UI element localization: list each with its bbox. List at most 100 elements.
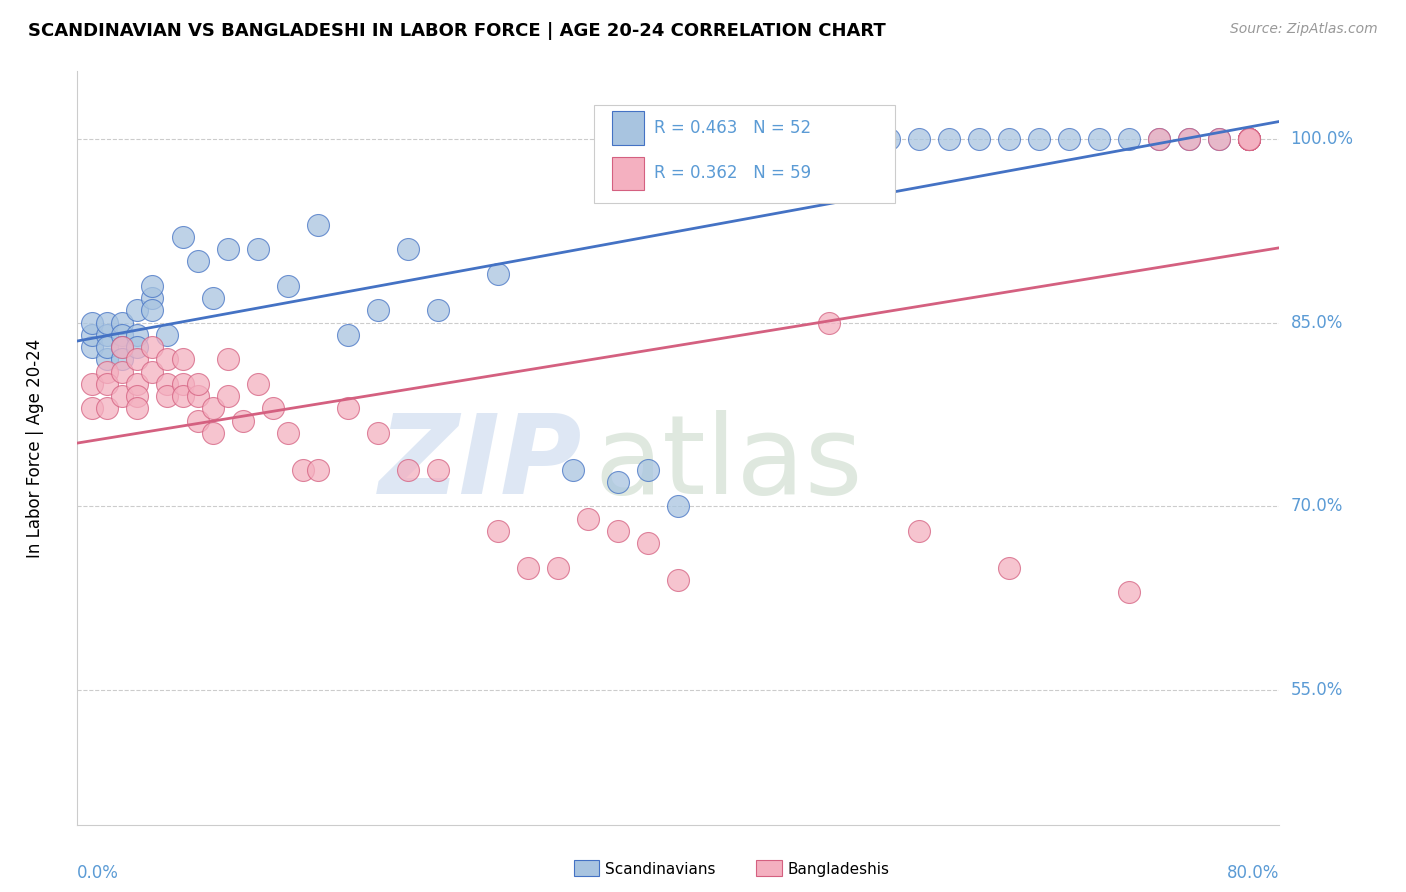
FancyBboxPatch shape [574,860,599,876]
Point [201,401,224,416]
Point [201,425,224,440]
FancyBboxPatch shape [612,112,644,145]
Point [562,463,585,477]
Point [172,389,194,403]
Point [427,303,450,318]
Point [141,291,163,305]
Point [186,389,209,403]
Point [517,560,540,574]
FancyBboxPatch shape [756,860,782,876]
Text: 80.0%: 80.0% [1227,864,1279,882]
Point [1239,132,1261,146]
Point [127,327,149,342]
Point [96,365,118,379]
Point [396,463,419,477]
Point [156,327,179,342]
Point [607,524,630,538]
Text: R = 0.463   N = 52: R = 0.463 N = 52 [654,120,811,137]
Point [848,132,870,146]
Point [307,218,329,232]
Point [336,401,359,416]
Point [1239,132,1261,146]
Point [547,560,569,574]
Point [1239,132,1261,146]
Point [908,524,931,538]
Point [127,340,149,354]
Point [82,401,104,416]
Point [307,463,329,477]
Point [396,242,419,256]
Point [727,132,749,146]
Point [637,463,659,477]
Text: atlas: atlas [595,409,863,516]
Point [111,340,134,354]
Point [111,327,134,342]
Point [111,389,134,403]
Text: Scandinavians: Scandinavians [605,863,716,877]
Point [1178,132,1201,146]
Point [1208,132,1230,146]
Point [908,132,931,146]
Point [217,352,239,367]
Point [967,132,990,146]
Point [1239,132,1261,146]
Point [277,425,299,440]
Text: R = 0.362   N = 59: R = 0.362 N = 59 [654,164,811,183]
Point [576,512,599,526]
Point [111,340,134,354]
Point [998,132,1021,146]
Point [217,242,239,256]
Point [427,463,450,477]
Point [758,132,780,146]
Point [486,267,509,281]
Point [1118,585,1140,599]
Point [82,376,104,391]
Point [637,536,659,550]
Text: 100.0%: 100.0% [1291,129,1354,148]
Point [367,425,389,440]
Point [697,132,720,146]
Point [1239,132,1261,146]
Point [1149,132,1171,146]
Point [96,352,118,367]
Point [96,401,118,416]
Point [1028,132,1050,146]
Point [668,573,690,587]
Point [111,352,134,367]
Point [277,278,299,293]
Point [141,278,163,293]
Point [217,389,239,403]
Point [96,376,118,391]
Point [156,389,179,403]
Text: Source: ZipAtlas.com: Source: ZipAtlas.com [1230,22,1378,37]
Point [1149,132,1171,146]
Text: 0.0%: 0.0% [77,864,120,882]
Point [232,414,254,428]
Point [291,463,314,477]
Point [1239,132,1261,146]
Point [127,376,149,391]
Point [1239,132,1261,146]
Point [156,376,179,391]
Point [1057,132,1080,146]
Point [82,340,104,354]
Text: In Labor Force | Age 20-24: In Labor Force | Age 20-24 [27,339,44,558]
Text: 55.0%: 55.0% [1291,681,1343,699]
Point [938,132,960,146]
Point [82,327,104,342]
Point [1088,132,1111,146]
Text: Bangladeshis: Bangladeshis [787,863,890,877]
Text: 70.0%: 70.0% [1291,498,1343,516]
Point [877,132,900,146]
Point [246,376,269,391]
Point [82,316,104,330]
Text: SCANDINAVIAN VS BANGLADESHI IN LABOR FORCE | AGE 20-24 CORRELATION CHART: SCANDINAVIAN VS BANGLADESHI IN LABOR FOR… [28,22,886,40]
Point [186,254,209,268]
Point [367,303,389,318]
Point [1239,132,1261,146]
Point [172,376,194,391]
Point [127,303,149,318]
Point [141,365,163,379]
Point [262,401,284,416]
Point [127,389,149,403]
